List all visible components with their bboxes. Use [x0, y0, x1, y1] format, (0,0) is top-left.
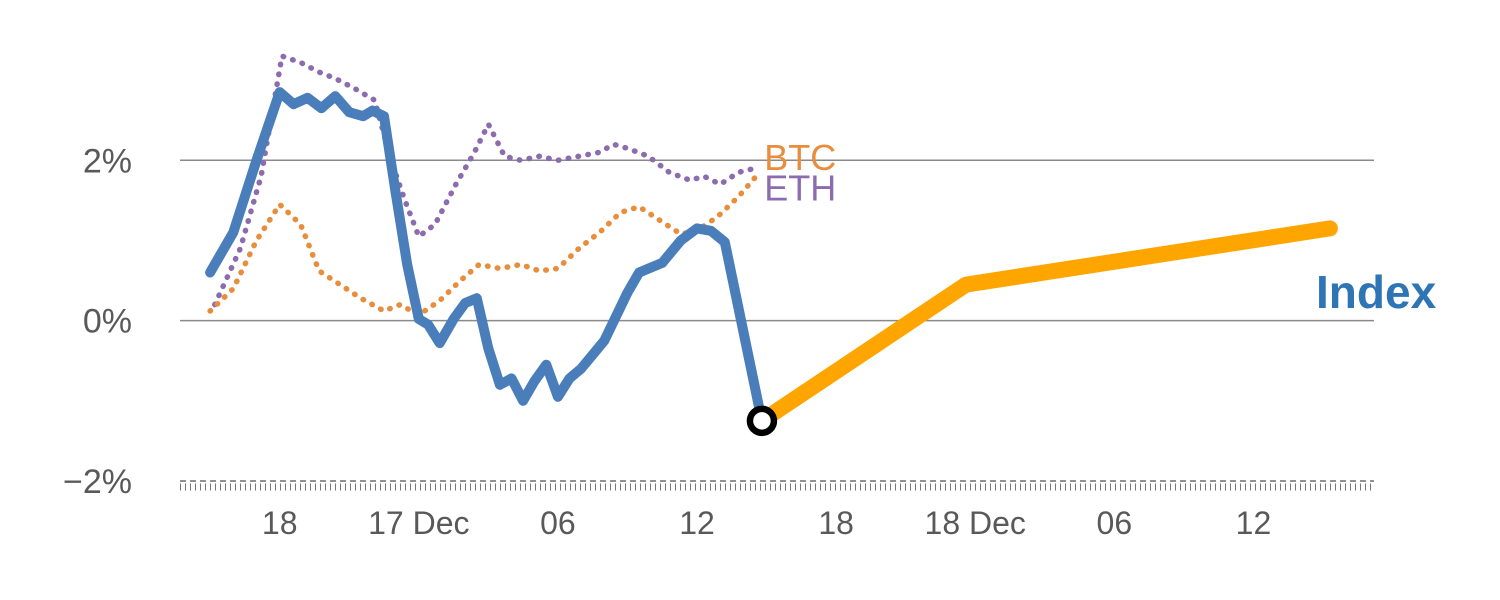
y-tick-label: 2% [83, 142, 132, 180]
y-tick-label: −2% [63, 463, 132, 501]
forecast-start-marker [746, 405, 778, 437]
series-index-projection [753, 220, 1338, 429]
x-tick-label: 17 Dec [368, 505, 469, 541]
x-tick-label: 06 [540, 505, 576, 541]
x-tick-label: 12 [679, 505, 715, 541]
x-tick-label: 06 [1097, 505, 1133, 541]
x-tick-label: 18 [818, 505, 854, 541]
series-label-btc: BTC [764, 137, 836, 178]
x-tick-label: 12 [1236, 505, 1272, 541]
x-tick-label: 18 Dec [925, 505, 1026, 541]
series-index [205, 87, 767, 426]
series-label-index: Index [1316, 266, 1437, 318]
series-btc [207, 169, 763, 318]
series-eth [212, 53, 758, 308]
x-tick-label: 18 [262, 505, 298, 541]
series-label-eth: ETH [764, 167, 836, 208]
y-tick-label: 0% [83, 303, 132, 341]
